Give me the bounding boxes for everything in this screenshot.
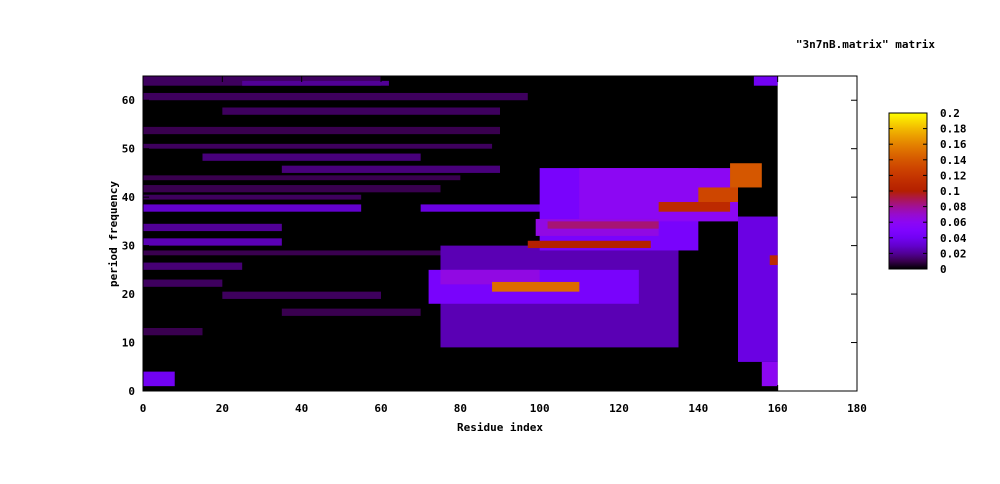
colorbar-tick-label: 0.16 xyxy=(940,138,967,151)
colorbar-tick-label: 0.12 xyxy=(940,169,967,182)
heatmap-cell xyxy=(202,153,421,161)
x-tick-label: 100 xyxy=(530,402,550,415)
heatmap-cell xyxy=(761,361,778,387)
heatmap-cell xyxy=(222,291,381,299)
heatmap-cell xyxy=(527,240,651,249)
heatmap-cell xyxy=(143,279,223,287)
heatmap-cell xyxy=(143,92,528,101)
y-tick-label: 20 xyxy=(122,288,135,301)
colorbar-tick-label: 0.2 xyxy=(940,107,960,120)
plot-frame xyxy=(142,75,858,392)
heatmap-cell xyxy=(738,216,778,362)
colorbar-tick-label: 0 xyxy=(940,263,947,276)
heatmap-cell xyxy=(143,371,175,387)
chart-title: "3n7nB.matrix" matrix xyxy=(796,38,935,51)
heatmap-cell xyxy=(143,262,243,270)
heatmap-cell xyxy=(730,163,762,188)
y-axis: 0 10 20 30 40 50 60 xyxy=(122,94,857,398)
colorbar-tick-label: 0.06 xyxy=(940,216,967,229)
y-tick-label: 0 xyxy=(128,385,135,398)
heatmap-cell xyxy=(143,143,493,149)
colorbar-tick-label: 0.18 xyxy=(940,123,967,136)
heatmap-cell xyxy=(492,281,580,292)
colorbar-ticks: 0 0.02 0.04 0.06 0.08 0.1 0.12 0.14 0.16 0.18 0.2 xyxy=(889,107,967,276)
heatmap-cell xyxy=(658,202,731,212)
colorbar-tick-label: 0.14 xyxy=(940,154,967,167)
heatmap-cell xyxy=(143,175,461,181)
colorbar-tick-label: 0.1 xyxy=(940,185,960,198)
heatmap-cell xyxy=(143,223,282,232)
heatmap-cell xyxy=(143,250,461,256)
x-tick-label: 160 xyxy=(768,402,788,415)
heatmap-cell xyxy=(242,80,389,86)
heatmap-cell xyxy=(143,204,362,212)
heatmap-cell xyxy=(143,194,362,200)
heatmap-cell xyxy=(698,187,738,202)
y-tick-label: 50 xyxy=(122,143,135,156)
x-tick-label: 40 xyxy=(295,402,308,415)
colorbar-tick-label: 0.08 xyxy=(940,201,967,214)
heatmap-cells xyxy=(143,76,778,391)
heatmap-cell xyxy=(143,238,282,246)
y-tick-label: 10 xyxy=(122,337,135,350)
x-tick-label: 60 xyxy=(374,402,387,415)
x-tick-label: 120 xyxy=(609,402,629,415)
heatmap-cell xyxy=(769,255,778,265)
heatmap-cell xyxy=(143,328,203,336)
x-tick-label: 80 xyxy=(454,402,467,415)
y-tick-label: 30 xyxy=(122,240,135,253)
x-axis-label: Residue index xyxy=(457,421,543,434)
x-tick-label: 20 xyxy=(216,402,229,415)
heatmap-cell xyxy=(753,76,778,86)
x-axis: 0 20 40 60 80 100 120 140 160 180 xyxy=(140,76,867,415)
heatmap-cell xyxy=(222,107,501,115)
y-tick-label: 40 xyxy=(122,191,135,204)
y-tick-label: 60 xyxy=(122,94,135,107)
heatmap-cell xyxy=(143,126,500,135)
x-tick-label: 0 xyxy=(140,402,147,415)
heatmap-cell xyxy=(281,165,500,173)
colorbar-tick-label: 0.04 xyxy=(940,232,967,245)
x-tick-label: 180 xyxy=(847,402,867,415)
heatmap-cell xyxy=(420,204,580,212)
heatmap-cell xyxy=(143,185,441,193)
heatmap-cell xyxy=(281,308,421,316)
heatmap-cell xyxy=(547,221,659,229)
y-axis-label: period frequency xyxy=(107,181,120,287)
heatmap-cell xyxy=(440,269,540,285)
colorbar xyxy=(888,112,928,270)
x-tick-label: 140 xyxy=(688,402,708,415)
colorbar-tick-label: 0.02 xyxy=(940,247,967,260)
